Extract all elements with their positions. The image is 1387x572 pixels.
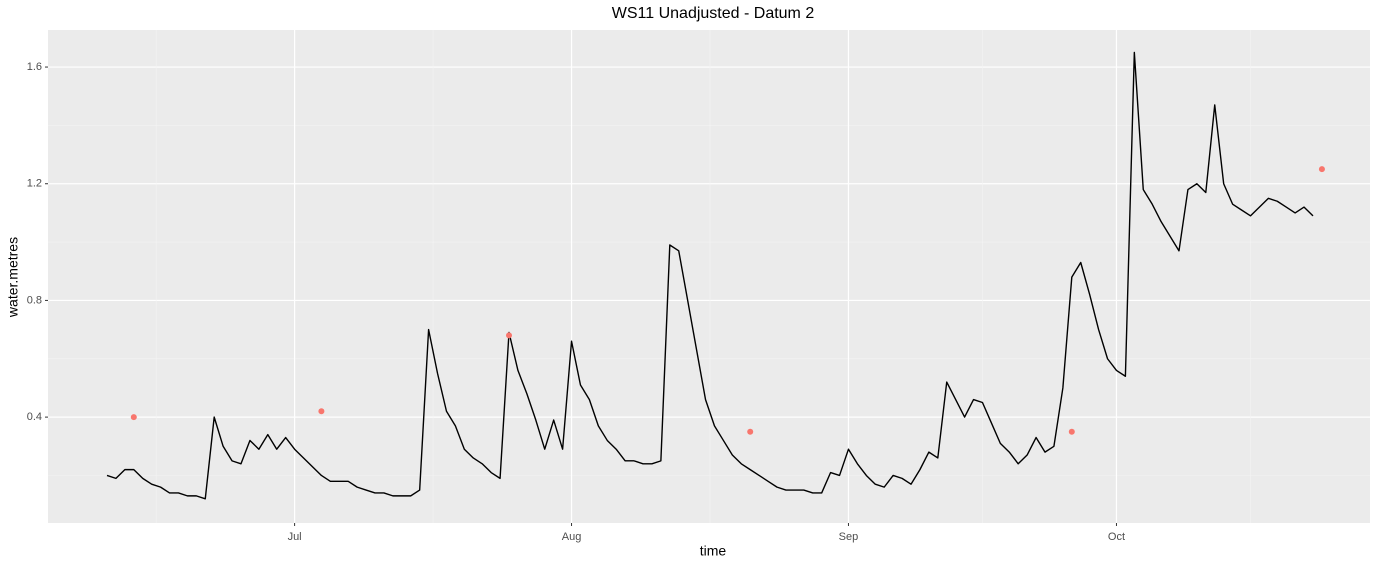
x-tick-label: Aug — [562, 531, 582, 543]
x-tick-label: Sep — [839, 531, 859, 543]
x-axis-label: time — [700, 543, 727, 559]
x-tick-label: Jul — [288, 531, 302, 543]
y-tick-label: 0.8 — [27, 294, 42, 306]
x-tick-label: Oct — [1108, 531, 1125, 543]
point — [1318, 166, 1325, 173]
panel — [48, 30, 1370, 523]
grid — [48, 30, 1370, 523]
y-axis-label: water.metres — [5, 237, 21, 318]
point — [130, 414, 137, 421]
point — [318, 408, 325, 415]
point — [506, 332, 512, 339]
point — [1068, 428, 1075, 435]
line — [106, 51, 1314, 500]
y-tick-label: 0.4 — [27, 411, 42, 423]
marks — [106, 51, 1325, 500]
point — [747, 428, 754, 435]
chart-title: WS11 Unadjusted - Datum 2 — [612, 5, 815, 22]
y-tick-label: 1.2 — [27, 178, 42, 190]
y-tick-label: 1.6 — [27, 61, 42, 73]
